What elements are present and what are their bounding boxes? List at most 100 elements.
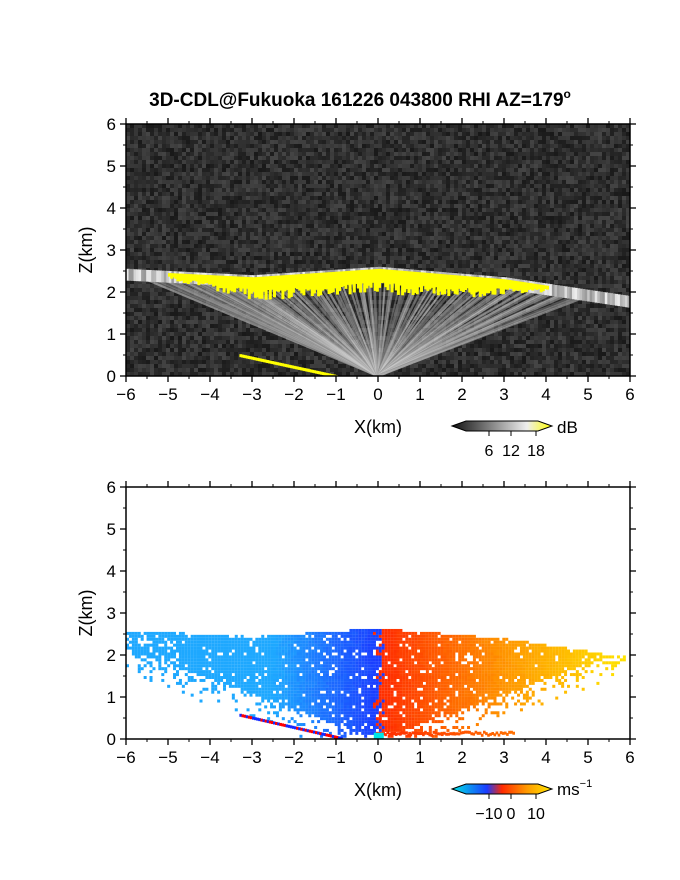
noise-cell — [146, 140, 150, 144]
noise-cell — [142, 136, 146, 140]
noise-cell — [186, 348, 190, 352]
noise-cell — [174, 244, 178, 248]
noise-cell — [314, 364, 318, 368]
noise-cell — [286, 140, 290, 144]
noise-cell — [342, 236, 346, 240]
noise-cell — [126, 256, 130, 260]
noise-cell — [134, 284, 138, 288]
noise-cell — [378, 172, 382, 176]
noise-cell — [322, 136, 326, 140]
noise-cell — [426, 224, 430, 228]
noise-cell — [434, 192, 438, 196]
noise-cell — [250, 152, 254, 156]
noise-cell — [186, 240, 190, 244]
noise-cell — [418, 360, 422, 364]
noise-cell — [238, 172, 242, 176]
noise-cell — [142, 252, 146, 256]
noise-cell — [186, 340, 190, 344]
noise-cell — [186, 316, 190, 320]
noise-cell — [398, 156, 402, 160]
noise-cell — [418, 252, 422, 256]
noise-cell — [230, 360, 234, 364]
noise-cell — [186, 328, 190, 332]
noise-cell — [202, 244, 206, 248]
noise-cell — [254, 328, 258, 332]
noise-cell — [282, 144, 286, 148]
noise-cell — [246, 188, 250, 192]
noise-cell — [274, 372, 278, 376]
noise-cell — [190, 344, 194, 348]
noise-cell — [158, 172, 162, 176]
noise-cell — [330, 188, 334, 192]
noise-cell — [162, 368, 166, 372]
noise-cell — [246, 136, 250, 140]
noise-cell — [242, 320, 246, 324]
noise-cell — [214, 132, 218, 136]
noise-cell — [282, 132, 286, 136]
noise-cell — [366, 212, 370, 216]
noise-cell — [210, 372, 214, 376]
noise-cell — [382, 252, 386, 256]
noise-cell — [254, 372, 258, 376]
noise-cell — [350, 200, 354, 204]
noise-cell — [386, 172, 390, 176]
noise-cell — [190, 148, 194, 152]
noise-cell — [366, 228, 370, 232]
noise-cell — [238, 216, 242, 220]
noise-cell — [242, 252, 246, 256]
noise-cell — [170, 268, 174, 272]
noise-cell — [418, 184, 422, 188]
noise-cell — [410, 240, 414, 244]
noise-cell — [358, 136, 362, 140]
noise-cell — [394, 200, 398, 204]
noise-cell — [438, 260, 442, 264]
noise-cell — [366, 164, 370, 168]
noise-cell — [158, 168, 162, 172]
noise-cell — [230, 160, 234, 164]
noise-cell — [430, 176, 434, 180]
noise-cell — [186, 256, 190, 260]
noise-cell — [346, 140, 350, 144]
noise-cell — [174, 328, 178, 332]
noise-cell — [150, 296, 154, 300]
noise-cell — [314, 208, 318, 212]
noise-cell — [234, 200, 238, 204]
noise-cell — [210, 328, 214, 332]
noise-cell — [262, 188, 266, 192]
noise-cell — [166, 304, 170, 308]
noise-cell — [166, 168, 170, 172]
noise-cell — [386, 236, 390, 240]
noise-cell — [246, 216, 250, 220]
noise-cell — [414, 188, 418, 192]
noise-cell — [186, 200, 190, 204]
noise-cell — [166, 256, 170, 260]
noise-cell — [142, 324, 146, 328]
noise-cell — [386, 208, 390, 212]
noise-cell — [126, 232, 130, 236]
noise-cell — [286, 344, 290, 348]
noise-cell — [206, 228, 210, 232]
noise-cell — [246, 172, 250, 176]
noise-cell — [410, 236, 414, 240]
noise-cell — [154, 212, 158, 216]
noise-cell — [342, 364, 346, 368]
noise-cell — [358, 144, 362, 148]
noise-cell — [290, 248, 294, 252]
noise-cell — [310, 140, 314, 144]
noise-cell — [346, 188, 350, 192]
noise-cell — [426, 140, 430, 144]
noise-cell — [382, 312, 386, 316]
noise-cell — [314, 152, 318, 156]
noise-cell — [354, 228, 358, 232]
noise-cell — [398, 288, 402, 292]
noise-cell — [350, 156, 354, 160]
noise-cell — [238, 340, 242, 344]
noise-cell — [354, 240, 358, 244]
noise-cell — [278, 188, 282, 192]
noise-cell — [142, 212, 146, 216]
noise-cell — [286, 368, 290, 372]
noise-cell — [366, 160, 370, 164]
noise-cell — [286, 168, 290, 172]
noise-cell — [342, 124, 346, 128]
noise-cell — [434, 184, 438, 188]
